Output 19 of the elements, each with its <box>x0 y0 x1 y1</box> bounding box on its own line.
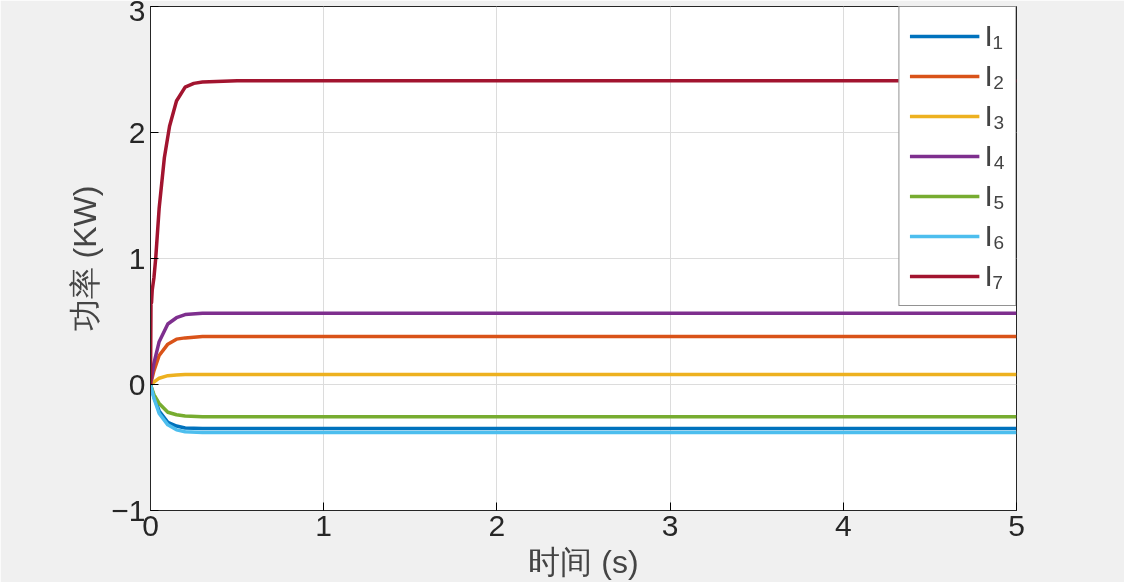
x-tick-label: 4 <box>834 508 852 542</box>
x-tick-label: 5 <box>1008 508 1025 542</box>
y-axis-title: 功率 (KW) <box>67 185 104 332</box>
y-tick-label: 3 <box>128 0 146 27</box>
legend-label: I₄ <box>984 139 1005 173</box>
x-axis-title: 时间 (s) <box>528 543 639 580</box>
x-tick-label: 3 <box>661 508 679 542</box>
legend-label: I₂ <box>984 59 1005 93</box>
y-tick-label: 0 <box>128 367 146 401</box>
line-series <box>150 372 1017 387</box>
x-tick-label: 2 <box>488 508 506 542</box>
y-tick-label: 1 <box>128 241 146 275</box>
legend-label: I₁ <box>984 19 1004 53</box>
y-tick-label: 2 <box>128 115 146 149</box>
legend-label: I₃ <box>984 99 1005 133</box>
legend-label: I₇ <box>984 259 1005 293</box>
legend-label: I₆ <box>984 219 1005 253</box>
legend-label: I₅ <box>984 179 1005 213</box>
x-tick-label: 1 <box>315 508 333 542</box>
